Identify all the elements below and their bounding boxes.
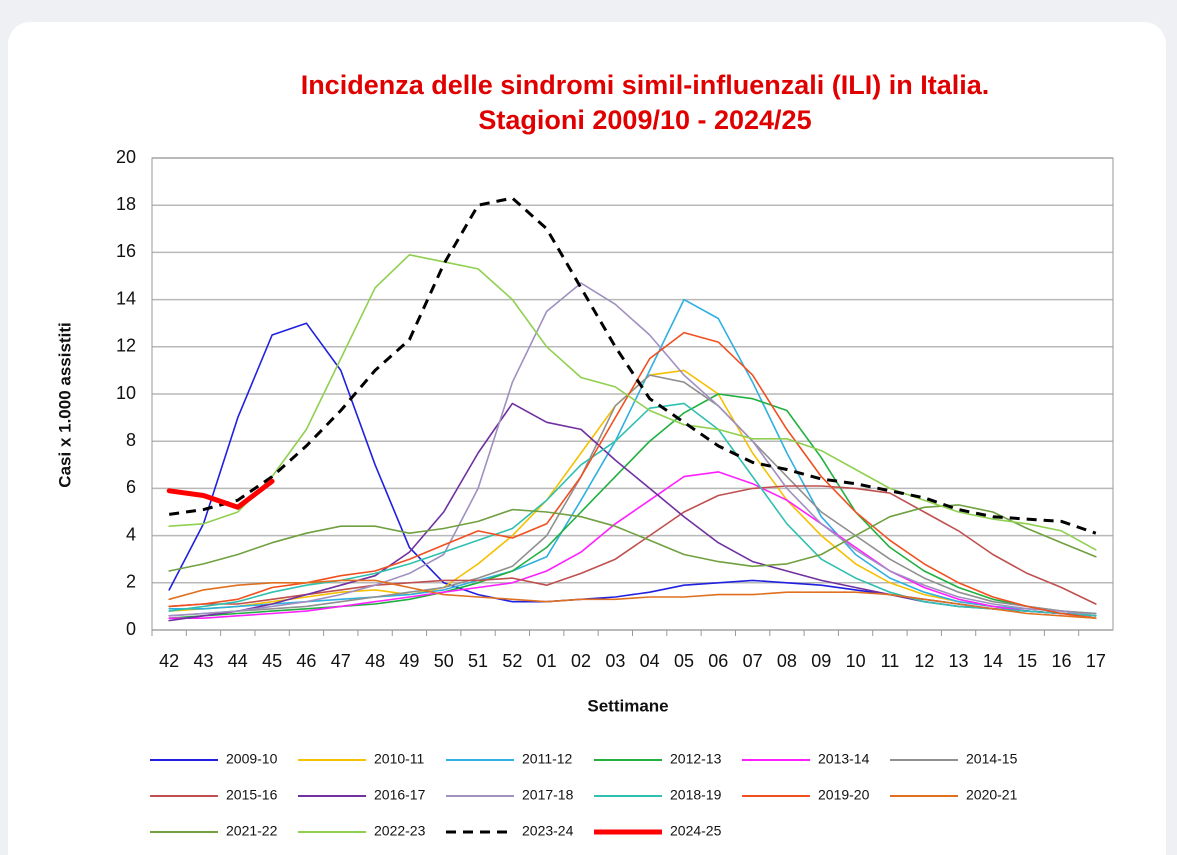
legend-label: 2023-24 [522,823,574,839]
chart-subtitle: Stagioni 2009/10 - 2024/25 [478,105,811,135]
legend-label: 2013-14 [818,751,870,767]
x-tick-label: 44 [228,651,248,671]
x-tick-label: 17 [1086,651,1106,671]
y-tick-label: 20 [116,147,136,167]
legend-label: 2011-12 [522,751,573,767]
y-tick-label: 14 [116,288,136,308]
x-tick-label: 03 [605,651,625,671]
x-tick-label: 02 [571,651,591,671]
y-tick-label: 6 [126,477,136,497]
y-tick-label: 18 [116,194,136,214]
x-tick-label: 45 [262,651,282,671]
series-line [168,322,1097,617]
series-line [168,485,1097,608]
x-tick-label: 05 [674,651,694,671]
x-tick-label: 01 [537,651,557,671]
x-tick-label: 51 [468,651,488,671]
legend-label: 2012-13 [670,751,722,767]
series-line [168,282,1097,617]
series-line [168,196,1097,535]
series-line [168,393,1097,619]
y-axis-label: Casi x 1.000 assistiti [55,322,74,487]
y-tick-label: 12 [116,336,136,356]
x-tick-label: 04 [640,651,660,671]
x-tick-label: 48 [365,651,385,671]
series-line [168,374,1097,617]
x-tick-label: 13 [949,651,969,671]
y-tick-label: 8 [126,430,136,450]
x-tick-label: 12 [914,651,934,671]
x-tick-label: 16 [1052,651,1072,671]
series-line [168,504,1097,572]
x-tick-label: 46 [296,651,316,671]
x-axis-label: Settimane [587,696,668,715]
legend-label: 2020-21 [966,787,1018,803]
y-tick-label: 4 [126,524,136,544]
series-line [168,579,1097,619]
legend-label: 2016-17 [374,787,426,803]
legend-label: 2014-15 [966,751,1018,767]
series-line [166,478,275,510]
x-tick-label: 15 [1017,651,1037,671]
x-tick-label: 52 [502,651,522,671]
legend-label: 2009-10 [226,751,278,767]
x-tick-label: 42 [159,651,179,671]
y-tick-label: 16 [116,241,136,261]
series-line [168,254,1097,551]
x-tick-label: 09 [811,651,831,671]
x-tick-label: 06 [708,651,728,671]
y-tick-label: 0 [126,619,136,639]
x-tick-label: 47 [331,651,351,671]
series-line [168,471,1097,619]
legend-label: 2017-18 [522,787,574,803]
chart-title: Incidenza delle sindromi simil-influenza… [301,70,990,100]
legend-label: 2010-11 [374,751,425,767]
legend-label: 2018-19 [670,787,722,803]
x-tick-label: 50 [434,651,454,671]
x-tick-label: 49 [399,651,419,671]
y-tick-label: 2 [126,572,136,592]
x-tick-label: 11 [881,651,900,671]
x-tick-label: 43 [193,651,213,671]
panel [8,22,1166,855]
x-tick-label: 14 [983,651,1003,671]
legend-label: 2021-22 [226,823,278,839]
legend-label: 2015-16 [226,787,278,803]
legend-label: 2019-20 [818,787,870,803]
x-tick-label: 10 [846,651,866,671]
legend-label: 2022-23 [374,823,426,839]
legend-label: 2024-25 [670,823,722,839]
y-tick-label: 10 [116,383,136,403]
x-tick-label: 08 [777,651,797,671]
x-tick-label: 07 [743,651,763,671]
series-line [168,298,1097,615]
series-line [168,331,1097,619]
series-line [168,402,1097,617]
